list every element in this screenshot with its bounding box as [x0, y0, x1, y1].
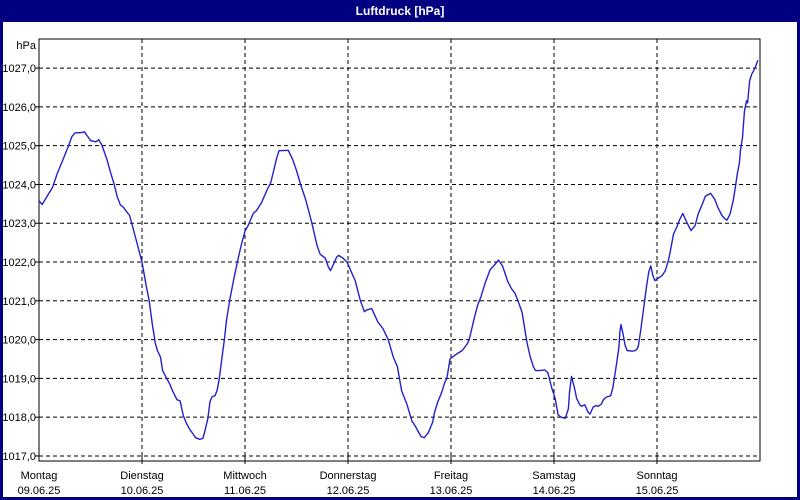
day-date-label: 14.06.25 [533, 485, 576, 497]
y-tick-label: 1025,0 [2, 141, 36, 153]
titlebar: Luftdruck [hPa] [0, 0, 800, 22]
day-name-label: Samstag [532, 470, 575, 482]
day-date-label: 11.06.25 [224, 485, 266, 497]
y-axis-unit-label: hPa [16, 40, 36, 52]
plot-border [38, 38, 761, 462]
y-tick-label: 1017,0 [2, 451, 36, 463]
pressure-line [38, 60, 759, 440]
day-name-label: Donnerstag [320, 470, 377, 482]
y-tick-label: 1026,0 [2, 102, 36, 114]
day-date-label: 09.06.25 [18, 485, 61, 497]
window-title: Luftdruck [hPa] [355, 4, 445, 18]
y-tick-label: 1020,0 [2, 335, 36, 347]
day-date-label: 10.06.25 [121, 485, 164, 497]
day-name-label: Freitag [434, 470, 468, 482]
day-date-label: 13.06.25 [430, 485, 473, 497]
y-tick-label: 1027,0 [2, 63, 36, 75]
day-name-label: Montag [21, 470, 58, 482]
y-tick-label: 1022,0 [2, 257, 36, 269]
y-tick-label: 1018,0 [2, 412, 36, 424]
day-date-label: 12.06.25 [327, 485, 370, 497]
day-date-label: 15.06.25 [636, 485, 679, 497]
y-tick-label: 1021,0 [2, 296, 36, 308]
day-name-label: Dienstag [120, 470, 163, 482]
y-tick-label: 1024,0 [2, 179, 36, 191]
y-tick-label: 1023,0 [2, 218, 36, 230]
day-name-label: Mittwoch [223, 470, 266, 482]
day-name-label: Sonntag [637, 470, 678, 482]
y-tick-label: 1019,0 [2, 373, 36, 385]
